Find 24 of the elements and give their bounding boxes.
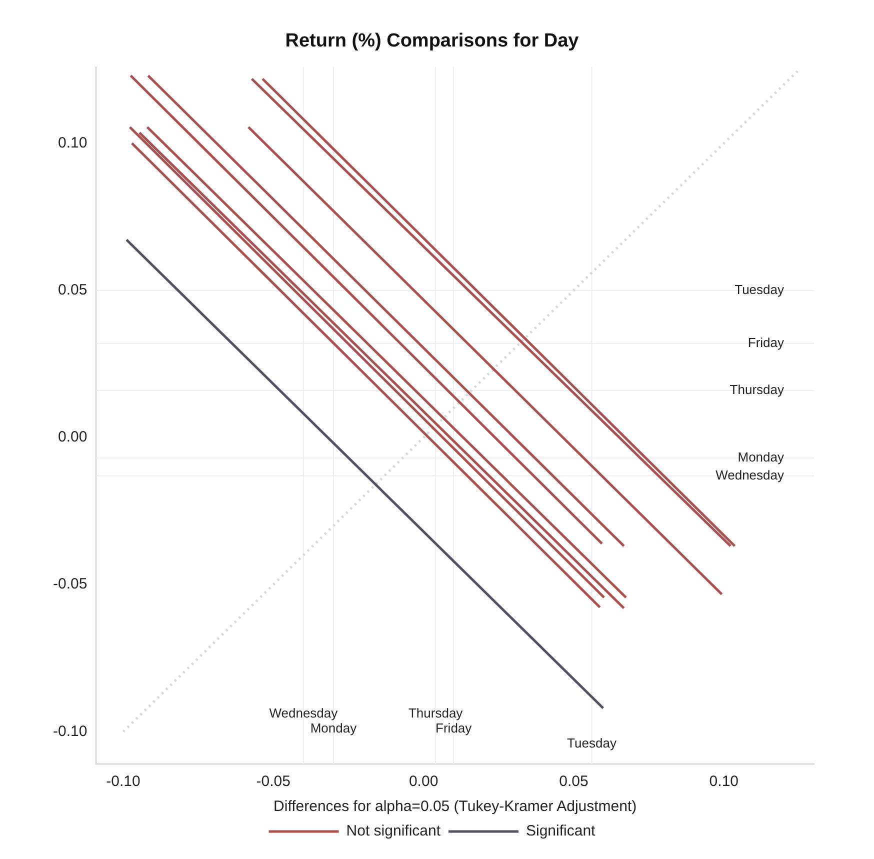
ref-line-label: Tuesday: [567, 736, 617, 751]
x-tick-label: -0.10: [106, 773, 140, 790]
legend-label: Not significant: [346, 822, 442, 840]
ref-line-label: Monday: [738, 450, 784, 465]
ref-line-label: Thursday: [408, 706, 464, 721]
ref-line-label: Wednesday: [269, 706, 338, 721]
x-tick-label: 0.05: [559, 773, 588, 790]
y-tick-label: 0.10: [58, 134, 88, 152]
ref-line-label: Wednesday: [716, 467, 784, 482]
ref-line-label: Friday: [748, 334, 784, 350]
x-tick-label: -0.05: [256, 773, 290, 790]
x-axis-title: Differences for alpha=0.05 (Tukey-Kramer Adjustment): [274, 798, 637, 816]
y-tick-label: -0.10: [52, 722, 88, 740]
ref-line-label: Thursday: [730, 382, 784, 397]
legend-label: Significant: [526, 822, 596, 840]
ref-line-label: Monday: [310, 720, 358, 736]
x-tick-label: 0.10: [709, 773, 738, 790]
ref-line-label: Tuesday: [734, 282, 784, 297]
y-tick-label: 0.05: [58, 282, 88, 299]
y-tick-label: 0.00: [58, 428, 88, 446]
chart-title: Return (%) Comparisons for Day: [285, 30, 580, 52]
y-tick-label: -0.05: [52, 576, 88, 593]
ref-line-label: Friday: [436, 720, 472, 736]
x-tick-label: 0.00: [408, 773, 438, 790]
